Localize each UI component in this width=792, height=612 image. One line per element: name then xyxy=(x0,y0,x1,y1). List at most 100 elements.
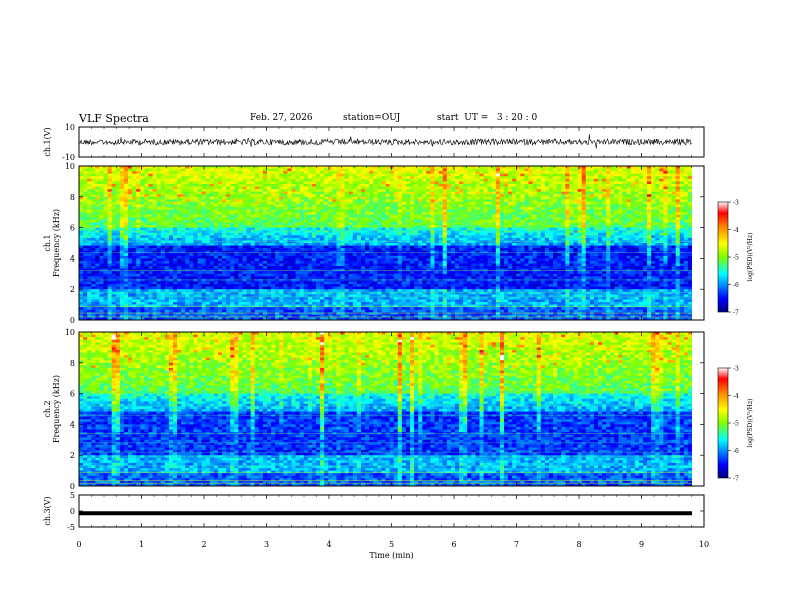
spectrogram-cell xyxy=(614,217,618,220)
spectrogram-cell xyxy=(594,233,598,236)
spectrogram-cell xyxy=(659,171,663,174)
spectrogram-cell xyxy=(116,194,120,197)
spectrogram-cell xyxy=(169,246,173,249)
spectrogram-cell xyxy=(398,222,402,225)
spectrogram-cell xyxy=(128,184,132,187)
spectrogram-cell xyxy=(672,169,676,172)
spectrogram-cell xyxy=(324,215,328,218)
spectrogram-cell xyxy=(300,174,304,177)
spectrogram-cell xyxy=(373,233,377,236)
spectrogram-cell xyxy=(439,181,443,184)
spectrogram-cell xyxy=(598,215,602,218)
spectrogram-cell xyxy=(104,215,108,218)
spectrogram-cell xyxy=(345,246,349,249)
spectrogram-cell xyxy=(132,187,136,190)
spectrogram-cell xyxy=(386,184,390,187)
spectrogram-cell xyxy=(508,246,512,249)
spectrogram-cell xyxy=(541,202,545,205)
spectrogram-cell xyxy=(684,199,688,202)
spectrogram-cell xyxy=(234,179,238,182)
spectrogram-cell xyxy=(349,189,353,192)
spectrogram-cell xyxy=(234,192,238,195)
spectrogram-cell xyxy=(185,225,189,228)
spectrogram-cell xyxy=(553,220,557,223)
spectrogram-cell xyxy=(336,240,340,243)
spectrogram-cell xyxy=(659,212,663,215)
spectrogram-cell xyxy=(157,187,161,190)
spectrogram-cell xyxy=(435,184,439,187)
spectrogram-cell xyxy=(238,210,242,213)
spectrogram-cell xyxy=(410,217,414,220)
spectrogram-cell xyxy=(283,240,287,243)
spectrogram-cell xyxy=(578,199,582,202)
spectrogram-cell xyxy=(475,187,479,190)
spectrogram-cell xyxy=(165,184,169,187)
spectrogram-cell xyxy=(414,246,418,249)
spectrogram-cell xyxy=(198,189,202,192)
spectrogram-cell xyxy=(484,215,488,218)
spectrogram-cell xyxy=(549,197,553,200)
spectrogram-cell xyxy=(639,222,643,225)
spectrogram-cell xyxy=(586,199,590,202)
spectrogram-cell xyxy=(108,205,112,208)
spectrogram-cell xyxy=(128,207,132,210)
spectrogram-cell xyxy=(328,210,332,213)
spectrogram-cell xyxy=(459,176,463,179)
spectrogram-cell xyxy=(557,194,561,197)
spectrogram-cell xyxy=(394,202,398,205)
spectrogram-cell xyxy=(365,202,369,205)
spectrogram-cell xyxy=(202,238,206,241)
spectrogram-cell xyxy=(500,194,504,197)
spectrogram-cell xyxy=(508,194,512,197)
spectrogram-cell xyxy=(283,246,287,249)
spectrogram-cell xyxy=(169,225,173,228)
spectrogram-cell xyxy=(320,192,324,195)
spectrogram-cell xyxy=(541,197,545,200)
spectrogram-cell xyxy=(365,171,369,174)
spectrogram-cell xyxy=(104,187,108,190)
spectrogram-cell xyxy=(247,207,251,210)
spectrogram-cell xyxy=(312,189,316,192)
spectrogram-cell xyxy=(463,207,467,210)
spectrogram-cell xyxy=(676,217,680,220)
spectrogram-cell xyxy=(108,169,112,172)
spectrogram-cell xyxy=(320,228,324,231)
spectrogram-cell xyxy=(365,194,369,197)
spectrogram-cell xyxy=(287,197,291,200)
spectrogram-cell xyxy=(504,207,508,210)
spectrogram-cell xyxy=(283,235,287,238)
spectrogram-cell xyxy=(300,207,304,210)
spectrogram-cell xyxy=(369,243,373,246)
spectrogram-cell xyxy=(202,207,206,210)
spectrogram-cell xyxy=(602,169,606,172)
spectrogram-cell xyxy=(189,192,193,195)
spectrogram-cell xyxy=(87,248,91,251)
spectrogram-cell xyxy=(332,222,336,225)
spectrogram-cell xyxy=(177,248,181,251)
spectrogram-cell xyxy=(300,217,304,220)
spectrogram-cell xyxy=(300,171,304,174)
spectrogram-cell xyxy=(614,181,618,184)
spectrogram-cell xyxy=(234,220,238,223)
spectrogram-cell xyxy=(242,189,246,192)
spectrogram-cell xyxy=(410,225,414,228)
spectrogram-cell xyxy=(193,174,197,177)
spectrogram-cell xyxy=(369,225,373,228)
spectrogram-cell xyxy=(524,169,528,172)
spectrogram-cell xyxy=(598,187,602,190)
spectrogram-cell xyxy=(512,174,516,177)
spectrogram-cell xyxy=(300,222,304,225)
spectrogram-cell xyxy=(349,243,353,246)
spectrogram-cell xyxy=(361,176,365,179)
spectrogram-cell xyxy=(95,199,99,202)
spectrogram-cell xyxy=(308,243,312,246)
spectrogram-cell xyxy=(386,235,390,238)
spectrogram-cell xyxy=(308,212,312,215)
spectrogram-cell xyxy=(586,222,590,225)
spectrogram-cell xyxy=(549,233,553,236)
spectrogram-cell xyxy=(234,176,238,179)
spectrogram-cell xyxy=(177,197,181,200)
spectrogram-cell xyxy=(631,187,635,190)
spectrogram-cell xyxy=(586,210,590,213)
spectrogram-cell xyxy=(688,192,692,195)
